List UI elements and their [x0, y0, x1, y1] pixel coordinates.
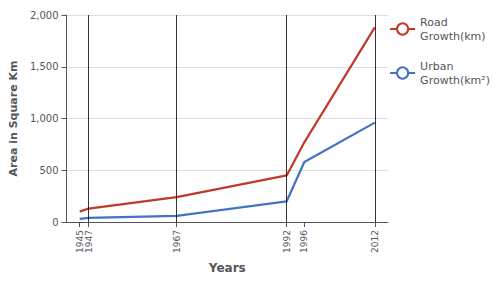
- svg-text:Years: Years: [208, 261, 246, 275]
- svg-text:0: 0: [52, 217, 58, 228]
- svg-text:1992: 1992: [282, 230, 292, 253]
- svg-text:Area in Square Km: Area in Square Km: [7, 61, 20, 177]
- svg-text:Road: Road: [420, 16, 448, 29]
- svg-text:1967: 1967: [172, 230, 182, 253]
- svg-text:1945: 1945: [74, 230, 85, 253]
- svg-text:Urban: Urban: [420, 60, 453, 73]
- svg-text:2012: 2012: [370, 230, 380, 253]
- svg-text:1996: 1996: [299, 230, 309, 253]
- svg-text:Growth(km²): Growth(km²): [420, 74, 490, 87]
- svg-text:1947: 1947: [84, 230, 94, 253]
- svg-text:1,500: 1,500: [30, 61, 59, 72]
- svg-text:500: 500: [39, 165, 58, 176]
- svg-text:2,000: 2,000: [30, 10, 59, 21]
- svg-text:Growth(km): Growth(km): [420, 30, 485, 43]
- svg-text:1,000: 1,000: [30, 113, 59, 124]
